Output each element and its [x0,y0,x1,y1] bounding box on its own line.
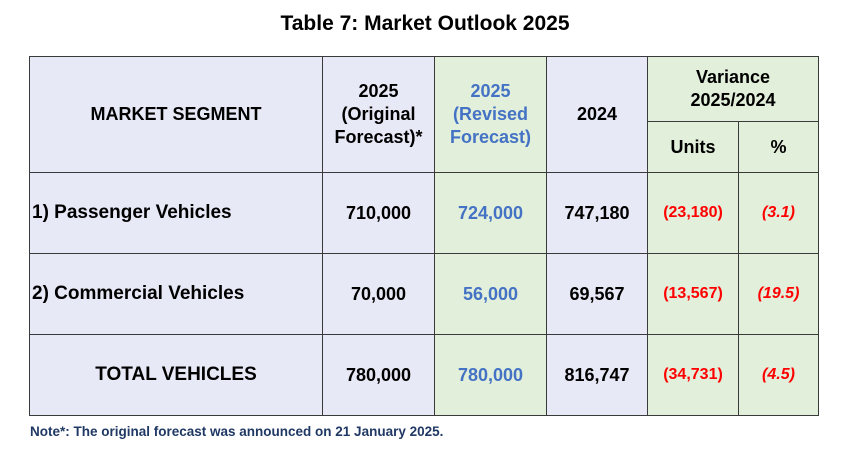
header-units: Units [647,121,739,173]
segment-cell: 2) Commercial Vehicles [29,253,323,335]
header-2024: 2024 [546,56,648,173]
revised-forecast-cell: 724,000 [434,172,547,254]
revised-forecast-cell: 780,000 [434,334,547,416]
year-2024-cell: 69,567 [546,253,648,335]
subheader-row: Units % [30,121,819,173]
header-2025-revised: 2025 (Revised Forecast) [434,56,547,173]
footnote: Note*: The original forecast was announc… [30,424,444,439]
table-row-total: TOTAL VEHICLES 780,000 780,000 816,747 (… [29,334,819,416]
header-market-segment: MARKET SEGMENT [29,56,323,173]
variance-percent-cell: (3.1) [738,172,819,254]
variance-units-cell: (34,731) [647,334,739,416]
table-row: 2) Commercial Vehicles 70,000 56,000 69,… [29,253,819,335]
table-title: Table 7: Market Outlook 2025 [280,12,570,35]
original-forecast-cell: 70,000 [322,253,435,335]
segment-cell: 1) Passenger Vehicles [29,172,323,254]
year-2024-cell: 816,747 [546,334,648,416]
market-outlook-table: MARKET SEGMENT 2025 (Original Forecast)*… [29,56,819,416]
header-2025-original: 2025 (Original Forecast)* [322,56,435,173]
table-row: 1) Passenger Vehicles 710,000 724,000 74… [29,172,819,254]
variance-percent-cell: (19.5) [738,253,819,335]
year-2024-cell: 747,180 [546,172,648,254]
header-percent: % [738,121,819,173]
header-variance: Variance 2025/2024 [647,56,819,122]
revised-forecast-cell: 56,000 [434,253,547,335]
variance-units-cell: (23,180) [647,172,739,254]
original-forecast-cell: 780,000 [322,334,435,416]
header-row: MARKET SEGMENT 2025 (Original Forecast)*… [29,56,819,173]
segment-cell: TOTAL VEHICLES [29,334,323,416]
variance-units-cell: (13,567) [647,253,739,335]
original-forecast-cell: 710,000 [322,172,435,254]
variance-percent-cell: (4.5) [738,334,819,416]
